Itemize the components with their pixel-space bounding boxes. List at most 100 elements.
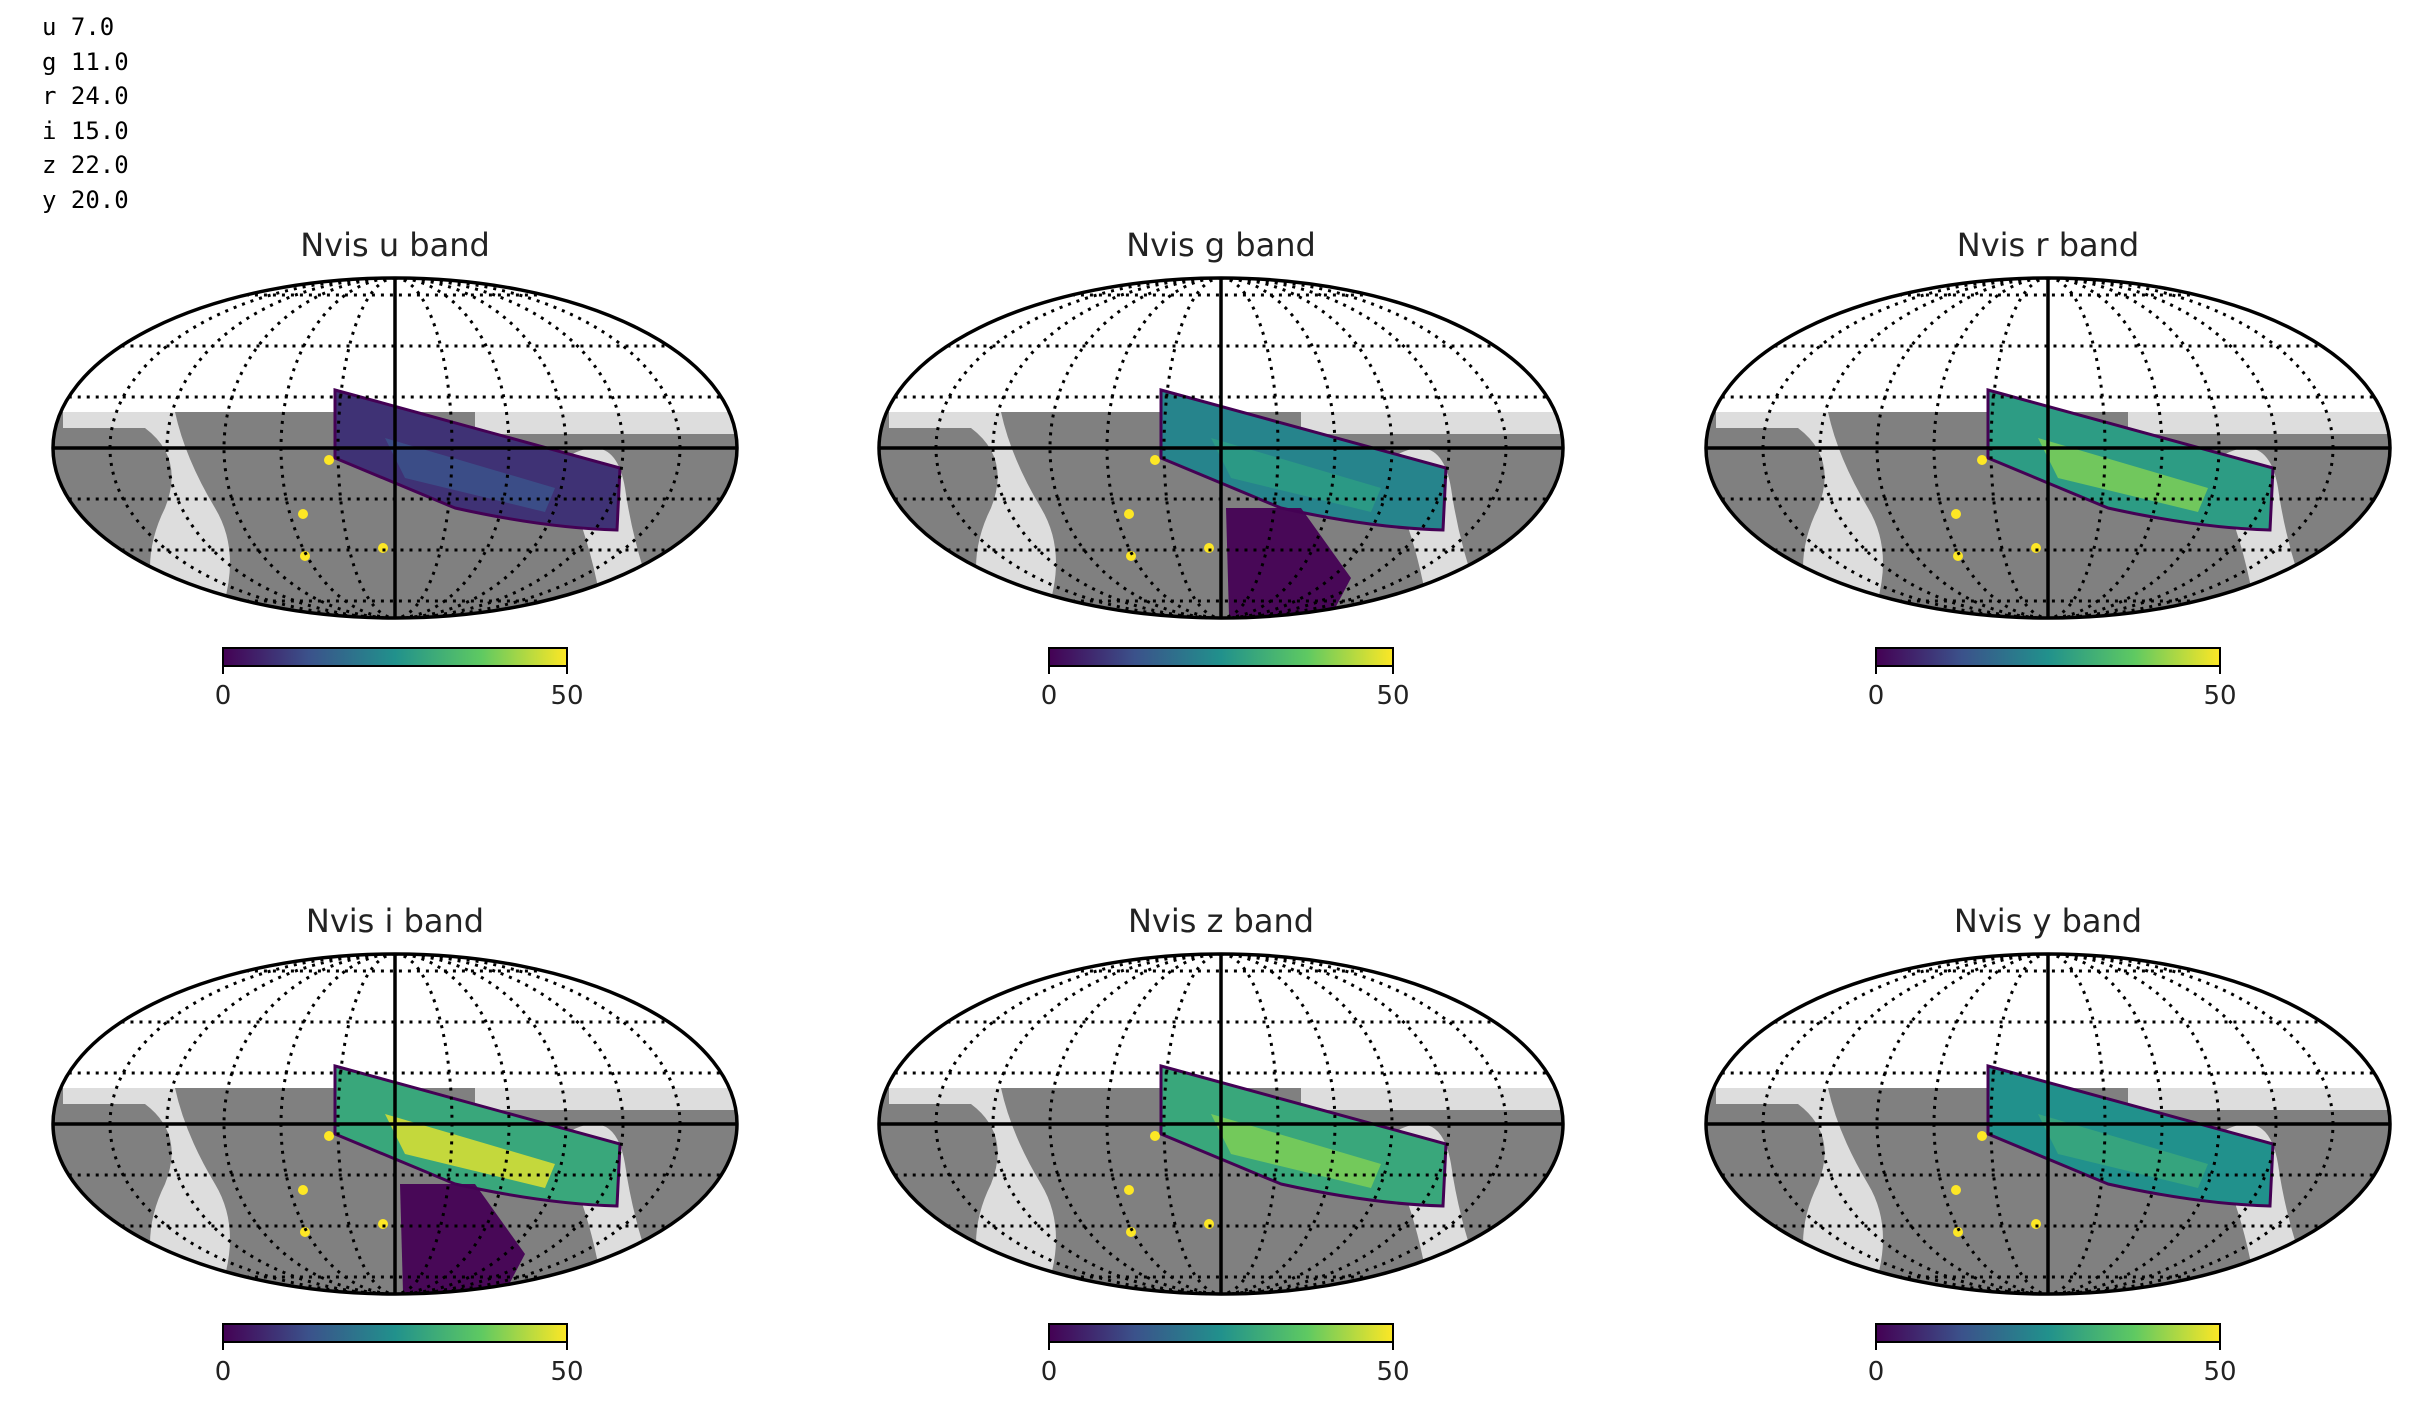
deep-field-marker — [1951, 509, 1961, 519]
sky-map-panel-z: Nvis z band 0 50 — [877, 902, 1565, 1387]
south-coverage-patch — [400, 1184, 525, 1292]
colorbar-gradient — [1875, 647, 2221, 667]
stdout-line-g: g 11.0 — [42, 45, 129, 80]
meridian-line — [991, 952, 1222, 1296]
deep-field-marker — [1126, 551, 1136, 561]
stdout-line-r: r 24.0 — [42, 79, 129, 114]
deep-field-marker — [1977, 455, 1987, 465]
stdout-band: g — [42, 47, 57, 76]
deep-field-marker — [298, 1185, 308, 1195]
colorbar-gradient — [1875, 1323, 2221, 1343]
meridian-line — [394, 276, 568, 620]
graticule — [1704, 276, 2392, 620]
panel-title: Nvis r band — [1957, 226, 2139, 264]
map-outline — [877, 952, 1565, 1296]
north-cap-region — [1301, 412, 1561, 434]
meridian-line — [2047, 276, 2278, 620]
deep-field-marker — [378, 1219, 388, 1229]
meridian-line — [1220, 276, 1451, 620]
stdout-line-i: i 15.0 — [42, 114, 129, 149]
map-outline — [1704, 952, 2392, 1296]
deep-field-marker — [1124, 509, 1134, 519]
panel-title: Nvis z band — [1128, 902, 1314, 940]
deep-field-marker — [2031, 543, 2041, 553]
stdout-band: i — [42, 116, 57, 145]
colorbar: 0 50 — [1041, 1323, 1410, 1387]
meridian-line — [2047, 952, 2278, 1296]
meridian-line — [165, 952, 396, 1296]
colorbar: 0 50 — [1868, 647, 2237, 711]
colorbar: 0 50 — [1868, 1323, 2237, 1387]
colorbar-gradient — [222, 647, 568, 667]
meridian-line — [394, 952, 568, 1296]
sky-map-panel-r: Nvis r band 0 50 — [1704, 226, 2392, 711]
deep-field-marker — [1204, 543, 1214, 553]
meridian-line — [1220, 952, 1451, 1296]
meridian-line — [1875, 276, 2049, 620]
deep-field-marker — [1951, 1185, 1961, 1195]
coverage-hotspot — [385, 438, 555, 512]
coverage-hotspot — [2038, 1114, 2208, 1188]
colorbar-gradient — [1048, 1323, 1394, 1343]
south-coverage-patch — [1226, 508, 1351, 616]
colorbar-min-label: 0 — [1868, 1357, 1885, 1387]
deep-field-marker — [1124, 1185, 1134, 1195]
north-cap-region — [2128, 1088, 2388, 1110]
meridian-line — [2047, 276, 2221, 620]
meridian-line — [1220, 952, 1394, 1296]
north-cap-region — [2128, 412, 2388, 434]
colorbar-gradient — [222, 1323, 568, 1343]
stdout-output: u 7.0 g 11.0 r 24.0 i 15.0 z 22.0 y 20.0 — [42, 10, 129, 217]
deep-field-marker — [1953, 1227, 1963, 1237]
galactic-plane-region — [1716, 412, 1883, 618]
sky-map-panel-i: Nvis i band 0 50 — [51, 902, 739, 1387]
deep-field-marker — [1953, 551, 1963, 561]
colorbar-max-label: 50 — [1376, 681, 1409, 711]
deep-field-marker — [378, 543, 388, 553]
deep-field-marker — [1204, 1219, 1214, 1229]
galactic-plane-region — [889, 1088, 1056, 1294]
graticule — [877, 276, 1565, 620]
colorbar-min-label: 0 — [1868, 681, 1885, 711]
meridian-line — [394, 952, 625, 1296]
deep-field-marker — [1150, 1131, 1160, 1141]
map-outline — [877, 276, 1565, 620]
galactic-plane-region — [63, 412, 230, 618]
deep-field-marker — [1150, 455, 1160, 465]
deep-field-marker — [2031, 1219, 2041, 1229]
north-cap-region — [1301, 1088, 1561, 1110]
stdout-band: y — [42, 185, 57, 214]
map-outline — [51, 276, 739, 620]
map-outline — [1704, 276, 2392, 620]
colorbar-min-label: 0 — [215, 1357, 232, 1387]
colorbar-max-label: 50 — [550, 1357, 583, 1387]
panel-title: Nvis y band — [1954, 902, 2142, 940]
meridian-line — [1048, 952, 1222, 1296]
meridian-line — [222, 276, 396, 620]
map-outline — [51, 952, 739, 1296]
meridian-line — [2047, 952, 2221, 1296]
deep-field-marker — [300, 1227, 310, 1237]
north-cap-region — [475, 412, 735, 434]
stdout-line-u: u 7.0 — [42, 10, 129, 45]
stdout-line-y: y 20.0 — [42, 183, 129, 218]
colorbar-max-label: 50 — [2203, 681, 2236, 711]
stdout-value: 22.0 — [70, 151, 129, 179]
stdout-value: 15.0 — [70, 116, 129, 145]
colorbar-min-label: 0 — [1041, 1357, 1058, 1387]
colorbar-max-label: 50 — [550, 681, 583, 711]
meridian-line — [1220, 276, 1394, 620]
colorbar-max-label: 50 — [2203, 1357, 2236, 1387]
stdout-line-z: z 22.0 — [42, 148, 129, 183]
deep-field-marker — [300, 551, 310, 561]
stdout-band: r — [42, 82, 57, 110]
stdout-value: 11.0 — [70, 47, 129, 76]
deep-field-marker — [1977, 1131, 1987, 1141]
colorbar-min-label: 0 — [1041, 681, 1058, 711]
panel-title: Nvis u band — [300, 226, 490, 264]
coverage-hotspot — [2038, 438, 2208, 512]
graticule — [51, 276, 739, 620]
deep-field-marker — [298, 509, 308, 519]
graticule — [877, 952, 1565, 1296]
